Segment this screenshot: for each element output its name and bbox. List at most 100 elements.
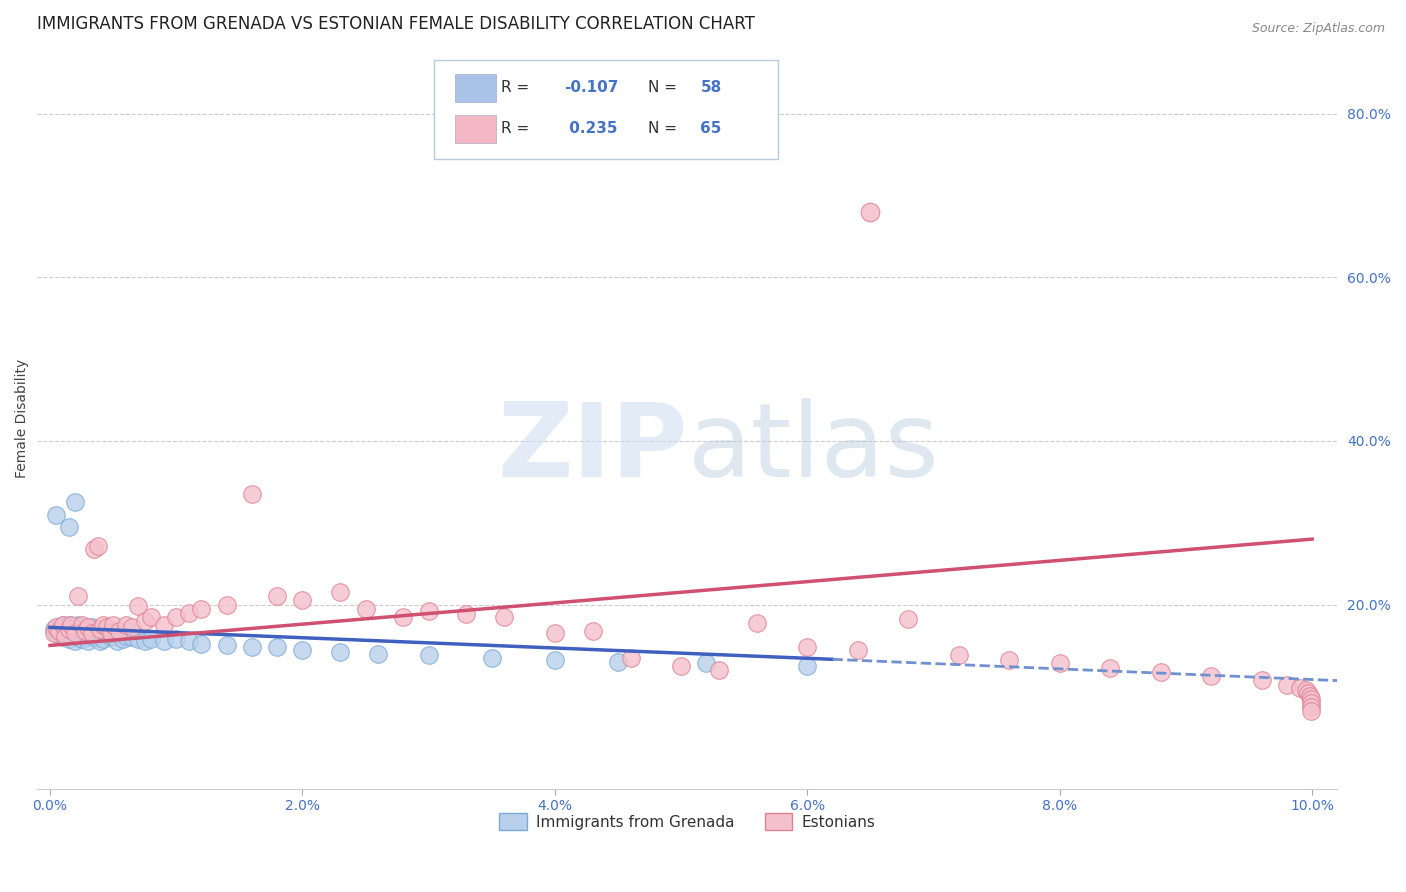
Point	[582, 624, 605, 638]
Point	[105, 634, 128, 648]
Point	[215, 598, 238, 612]
Text: ZIP: ZIP	[496, 398, 688, 499]
Point	[62, 624, 84, 638]
Point	[1288, 681, 1310, 695]
Point	[354, 601, 377, 615]
Point	[418, 604, 440, 618]
Point	[392, 609, 415, 624]
Point	[100, 630, 122, 644]
Point	[796, 640, 818, 654]
Point	[695, 657, 717, 671]
Point	[52, 618, 75, 632]
Point	[846, 642, 869, 657]
Text: Source: ZipAtlas.com: Source: ZipAtlas.com	[1251, 22, 1385, 36]
Text: IMMIGRANTS FROM GRENADA VS ESTONIAN FEMALE DISABILITY CORRELATION CHART: IMMIGRANTS FROM GRENADA VS ESTONIAN FEMA…	[38, 15, 755, 33]
Point	[101, 629, 124, 643]
Point	[42, 622, 65, 636]
Point	[87, 539, 110, 553]
Point	[121, 630, 143, 644]
Point	[165, 609, 187, 624]
Point	[73, 629, 96, 643]
Point	[190, 637, 212, 651]
Point	[70, 618, 93, 632]
Point	[456, 607, 478, 622]
Point	[1298, 686, 1320, 700]
Point	[58, 520, 80, 534]
Point	[240, 640, 263, 654]
Point	[165, 632, 187, 646]
Point	[62, 620, 84, 634]
FancyBboxPatch shape	[434, 60, 779, 160]
Point	[60, 618, 83, 632]
Point	[266, 640, 288, 654]
Point	[58, 622, 80, 636]
Point	[215, 639, 238, 653]
Point	[89, 622, 111, 636]
Text: R =: R =	[502, 80, 534, 95]
Y-axis label: Female Disability: Female Disability	[15, 359, 30, 478]
Point	[70, 624, 93, 638]
Point	[177, 606, 200, 620]
Point	[80, 626, 103, 640]
Point	[707, 663, 730, 677]
Point	[669, 658, 692, 673]
Point	[481, 650, 503, 665]
Point	[63, 495, 86, 509]
Point	[45, 626, 67, 640]
Point	[139, 609, 162, 624]
Point	[87, 629, 110, 643]
Point	[121, 620, 143, 634]
Point	[80, 620, 103, 634]
Text: R =: R =	[502, 121, 534, 136]
Point	[796, 658, 818, 673]
Point	[998, 653, 1021, 667]
Point	[367, 647, 389, 661]
Point	[55, 622, 77, 636]
Point	[114, 629, 136, 643]
Point	[619, 650, 641, 665]
Point	[91, 618, 114, 632]
Point	[745, 615, 768, 630]
Point	[101, 618, 124, 632]
Point	[52, 630, 75, 644]
Point	[89, 634, 111, 648]
Point	[53, 628, 76, 642]
Point	[63, 626, 86, 640]
Point	[152, 618, 174, 632]
Text: 0.235: 0.235	[564, 121, 617, 136]
Point	[1299, 704, 1322, 718]
Point	[1298, 689, 1320, 703]
Point	[1150, 665, 1173, 679]
Text: N =: N =	[648, 80, 682, 95]
Point	[83, 541, 105, 556]
Point	[83, 630, 105, 644]
Point	[418, 648, 440, 663]
Point	[112, 632, 135, 646]
Point	[52, 618, 75, 632]
Point	[60, 629, 83, 643]
Point	[1299, 699, 1322, 714]
Point	[139, 632, 162, 646]
Point	[1275, 678, 1298, 692]
Point	[48, 624, 70, 638]
Point	[67, 626, 90, 640]
Point	[49, 620, 72, 634]
Point	[329, 645, 352, 659]
Point	[127, 632, 149, 646]
Point	[134, 614, 156, 628]
Point	[1199, 669, 1222, 683]
Point	[108, 624, 131, 638]
Point	[58, 632, 80, 646]
Point	[544, 626, 567, 640]
Point	[79, 624, 101, 638]
Point	[1099, 661, 1122, 675]
Point	[1299, 696, 1322, 710]
Point	[70, 632, 93, 646]
Point	[1250, 673, 1272, 687]
Point	[329, 585, 352, 599]
Point	[1295, 683, 1317, 698]
Point	[177, 634, 200, 648]
Point	[76, 620, 98, 634]
Point	[75, 624, 97, 638]
Point	[607, 655, 630, 669]
